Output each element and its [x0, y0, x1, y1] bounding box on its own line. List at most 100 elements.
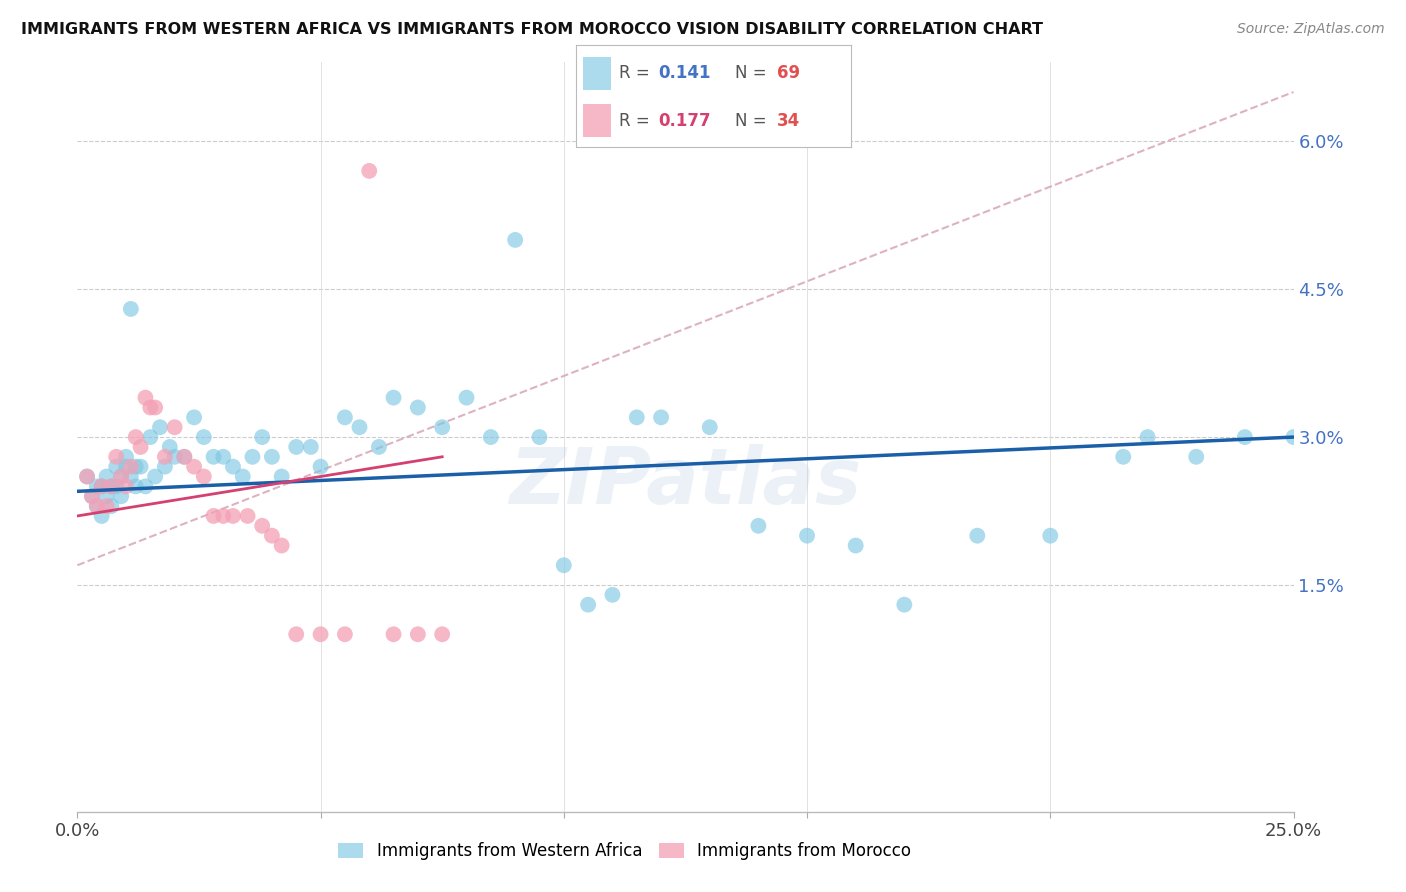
Text: 0.177: 0.177 — [658, 112, 711, 129]
Point — [90, 479, 112, 493]
Point — [86, 479, 108, 493]
Point — [503, 233, 526, 247]
Point — [202, 508, 225, 523]
Point — [115, 479, 138, 493]
Point — [236, 508, 259, 523]
Text: N =: N = — [735, 112, 772, 129]
Point — [105, 450, 128, 464]
Point — [163, 450, 186, 464]
Point — [90, 508, 112, 523]
Point — [1233, 430, 1256, 444]
Text: 34: 34 — [776, 112, 800, 129]
Point — [105, 459, 128, 474]
Point — [250, 430, 273, 444]
Point — [76, 469, 98, 483]
Point — [285, 627, 308, 641]
Point — [260, 529, 283, 543]
Point — [163, 420, 186, 434]
Point — [382, 627, 405, 641]
Point — [143, 469, 166, 483]
Point — [193, 430, 215, 444]
Point — [96, 499, 118, 513]
Point — [1039, 529, 1062, 543]
Point — [456, 391, 478, 405]
Point — [1185, 450, 1208, 464]
Point — [100, 479, 122, 493]
Point — [110, 489, 132, 503]
Point — [149, 420, 172, 434]
Point — [129, 459, 152, 474]
Point — [576, 598, 599, 612]
Point — [250, 518, 273, 533]
Point — [796, 529, 818, 543]
Point — [86, 499, 108, 513]
Point — [115, 459, 138, 474]
Point — [125, 479, 148, 493]
Point — [153, 450, 176, 464]
Point — [650, 410, 672, 425]
Point — [333, 410, 356, 425]
Point — [159, 440, 181, 454]
Point — [406, 401, 429, 415]
Point — [143, 401, 166, 415]
Point — [202, 450, 225, 464]
Point — [173, 450, 195, 464]
Point — [222, 459, 245, 474]
Point — [299, 440, 322, 454]
Text: N =: N = — [735, 64, 772, 82]
Point — [212, 508, 235, 523]
Point — [966, 529, 988, 543]
Point — [96, 469, 118, 483]
Point — [100, 479, 122, 493]
Text: 69: 69 — [776, 64, 800, 82]
Point — [359, 164, 381, 178]
Point — [125, 459, 148, 474]
Point — [382, 391, 405, 405]
Point — [139, 401, 162, 415]
Point — [242, 450, 264, 464]
Point — [125, 430, 148, 444]
Text: R =: R = — [619, 112, 655, 129]
Point — [80, 489, 103, 503]
Point — [1112, 450, 1135, 464]
Point — [173, 450, 195, 464]
Point — [626, 410, 648, 425]
Point — [212, 450, 235, 464]
Point — [309, 459, 332, 474]
Point — [134, 479, 156, 493]
Point — [134, 391, 156, 405]
Point — [430, 420, 453, 434]
Point — [479, 430, 502, 444]
Legend: Immigrants from Western Africa, Immigrants from Morocco: Immigrants from Western Africa, Immigran… — [332, 836, 918, 867]
Point — [845, 539, 868, 553]
Point — [120, 469, 142, 483]
Point — [80, 489, 103, 503]
Point — [115, 450, 138, 464]
Text: Source: ZipAtlas.com: Source: ZipAtlas.com — [1237, 22, 1385, 37]
Point — [260, 450, 283, 464]
Point — [139, 430, 162, 444]
Text: ZIPatlas: ZIPatlas — [509, 444, 862, 520]
Point — [90, 479, 112, 493]
Point — [430, 627, 453, 641]
Text: 0.141: 0.141 — [658, 64, 711, 82]
Point — [747, 518, 769, 533]
Point — [309, 627, 332, 641]
Point — [193, 469, 215, 483]
Point — [699, 420, 721, 434]
Point — [76, 469, 98, 483]
Point — [529, 430, 551, 444]
Point — [1136, 430, 1159, 444]
Point — [602, 588, 624, 602]
Text: IMMIGRANTS FROM WESTERN AFRICA VS IMMIGRANTS FROM MOROCCO VISION DISABILITY CORR: IMMIGRANTS FROM WESTERN AFRICA VS IMMIGR… — [21, 22, 1043, 37]
Point — [270, 469, 292, 483]
Point — [120, 459, 142, 474]
Point — [120, 301, 142, 316]
Point — [285, 440, 308, 454]
Point — [129, 440, 152, 454]
Point — [153, 459, 176, 474]
Point — [105, 479, 128, 493]
Point — [183, 459, 205, 474]
Point — [333, 627, 356, 641]
Point — [1282, 430, 1305, 444]
